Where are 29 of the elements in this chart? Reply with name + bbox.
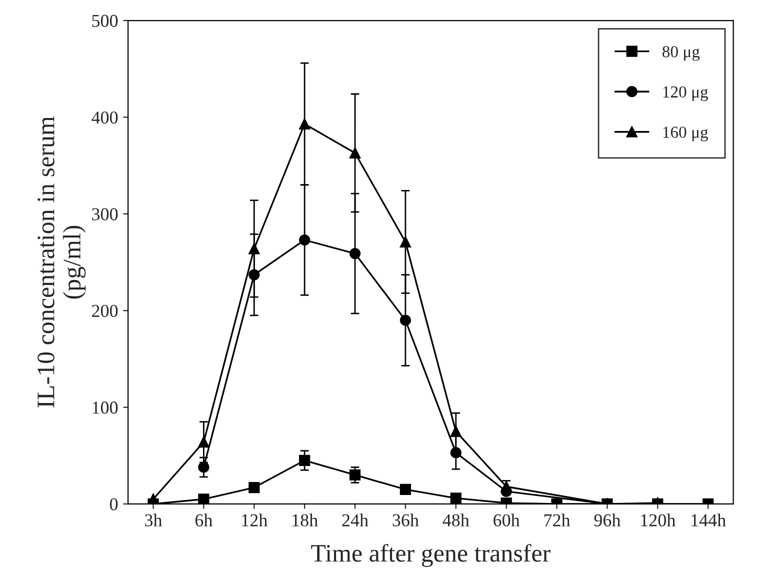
y-axis-title: IL-10 concentration in serum (pg/ml) (38, 116, 86, 408)
x-tick-label: 120h (641, 514, 676, 526)
point (349, 248, 361, 260)
point (400, 484, 412, 496)
x-tick-label: 48h (442, 514, 470, 526)
x-tick-label: 144h (692, 514, 726, 526)
x-tick-label: 36h (392, 514, 419, 526)
y-tick-label: 500 (92, 14, 118, 27)
y-tick-label: 0 (110, 498, 118, 510)
point (349, 469, 361, 481)
x-tick-label: 24h (342, 514, 368, 526)
y-tick-label: 200 (92, 304, 118, 318)
legend-label: 120 μg (663, 86, 708, 102)
y-tick-label: 100 (92, 402, 118, 414)
x-tick-label: 18h (292, 514, 318, 526)
x-tick-label: 3h (145, 514, 162, 526)
y-tick-label: 300 (92, 208, 118, 220)
x-tick-label: 6h (195, 514, 212, 526)
x-tick-label: 72h (544, 514, 570, 526)
x-tick-label: 60h (494, 514, 520, 526)
y-tick-label: 400 (92, 111, 118, 124)
legend-label: 80 μg (662, 46, 700, 61)
x-tick-label: 96h (594, 514, 621, 526)
point (450, 492, 462, 504)
x-axis-title: Time after gene transfer (311, 544, 550, 567)
point (198, 494, 210, 504)
x-tick-label: 12h (242, 514, 268, 526)
point (248, 482, 260, 494)
legend-label: 160 μg (663, 126, 708, 142)
